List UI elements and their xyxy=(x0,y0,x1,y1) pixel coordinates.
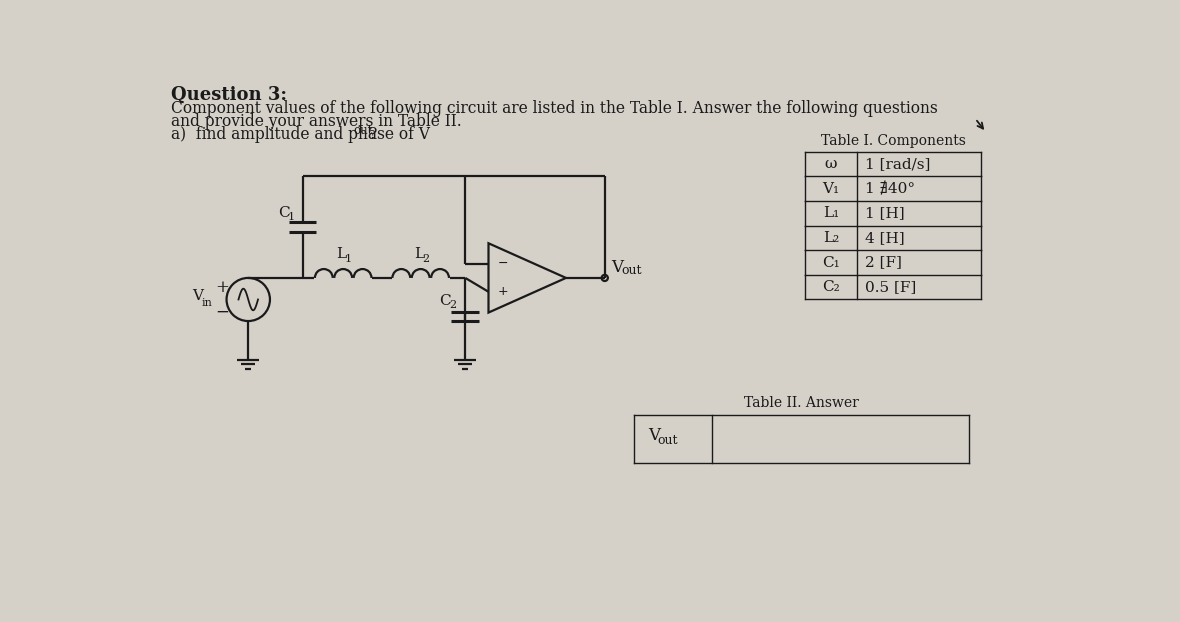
Text: Table II. Answer: Table II. Answer xyxy=(745,396,859,410)
Text: V₁: V₁ xyxy=(822,182,840,195)
Text: +: + xyxy=(498,284,509,297)
Text: V: V xyxy=(192,289,203,303)
Text: and provide your answers in Table II.: and provide your answers in Table II. xyxy=(171,113,461,130)
Text: C₂: C₂ xyxy=(822,280,840,294)
Text: 1: 1 xyxy=(288,212,295,222)
Text: L₁: L₁ xyxy=(822,207,839,220)
Text: out: out xyxy=(657,434,678,447)
Text: in: in xyxy=(202,297,212,307)
Text: L: L xyxy=(336,247,347,261)
Text: out: out xyxy=(621,264,642,277)
Text: a)  find amplitude and phase of V: a) find amplitude and phase of V xyxy=(171,126,430,143)
Text: 1 ∄40°: 1 ∄40° xyxy=(865,182,916,196)
Text: 2 [F]: 2 [F] xyxy=(865,256,902,269)
Text: 2: 2 xyxy=(422,254,430,264)
Text: −: − xyxy=(215,304,229,320)
Text: Component values of the following circuit are listed in the Table I. Answer the : Component values of the following circui… xyxy=(171,100,937,117)
Text: 1: 1 xyxy=(345,254,352,264)
Text: 1 [H]: 1 [H] xyxy=(865,207,905,220)
Text: 1 [rad/s]: 1 [rad/s] xyxy=(865,157,931,171)
Text: V: V xyxy=(611,259,623,276)
Text: Table I. Components: Table I. Components xyxy=(820,134,965,148)
Text: L: L xyxy=(414,247,424,261)
Text: V: V xyxy=(648,427,660,444)
Text: 4 [H]: 4 [H] xyxy=(865,231,905,245)
Text: C: C xyxy=(277,207,289,220)
Text: C₁: C₁ xyxy=(822,256,840,269)
Text: Question 3:: Question 3: xyxy=(171,86,287,104)
Text: +: + xyxy=(215,279,229,295)
Text: 2: 2 xyxy=(448,300,457,310)
Text: ?: ? xyxy=(369,126,378,143)
Text: C: C xyxy=(439,294,451,308)
Text: out: out xyxy=(353,124,372,137)
Text: ω: ω xyxy=(825,157,838,171)
Text: L₂: L₂ xyxy=(822,231,839,245)
Text: −: − xyxy=(498,257,509,270)
Text: 0.5 [F]: 0.5 [F] xyxy=(865,280,917,294)
